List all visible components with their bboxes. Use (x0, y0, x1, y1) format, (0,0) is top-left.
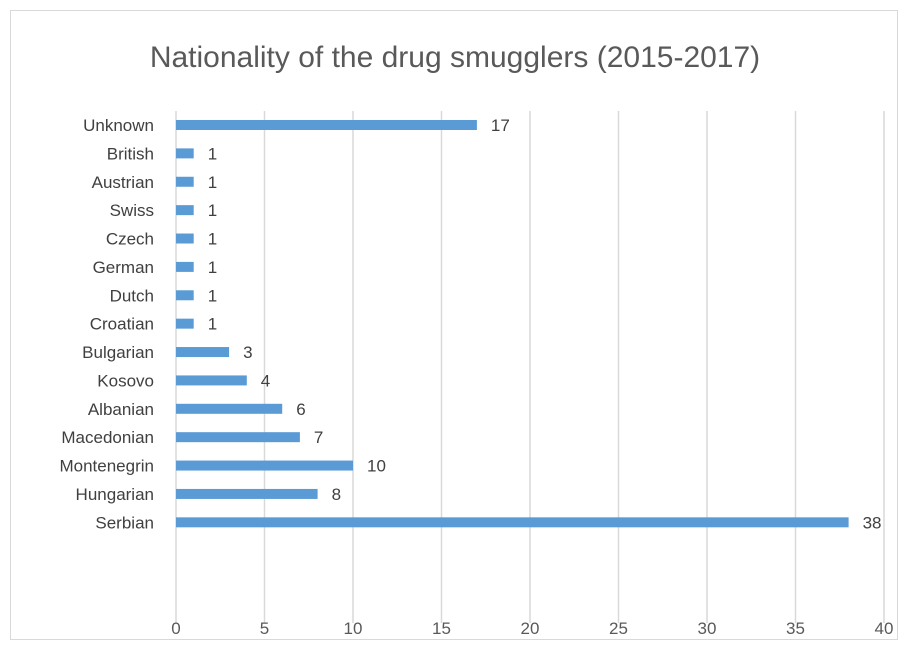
bar-austrian (176, 176, 194, 187)
data-label-swiss: 1 (208, 201, 217, 220)
x-tick-label-20: 20 (521, 619, 540, 638)
x-tick-label-25: 25 (609, 619, 628, 638)
data-label-serbian: 38 (863, 513, 882, 532)
category-label-hungarian: Hungarian (76, 485, 154, 504)
bar-bulgarian (176, 347, 230, 358)
bar-british (176, 148, 194, 159)
category-label-austrian: Austrian (92, 173, 154, 192)
category-label-montenegrin: Montenegrin (59, 457, 154, 476)
data-label-dutch: 1 (208, 286, 217, 305)
gridlines (175, 111, 885, 623)
bar-kosovo (176, 375, 247, 386)
data-label-czech: 1 (208, 230, 217, 249)
category-label-swiss: Swiss (110, 201, 154, 220)
x-axis-ticks: 0 5 10 15 20 25 30 35 40 (171, 619, 893, 638)
bars (176, 120, 849, 528)
category-label-croatian: Croatian (90, 315, 154, 334)
category-label-macedonian: Macedonian (61, 428, 154, 447)
data-label-german: 1 (208, 258, 217, 277)
bar-serbian (176, 517, 849, 528)
data-label-bulgarian: 3 (243, 343, 252, 362)
x-tick-label-5: 5 (260, 619, 269, 638)
data-labels: 17 1 1 1 1 1 1 1 34 67 10 8 38 (208, 116, 882, 532)
bar-czech (176, 233, 194, 244)
category-label-unknown: Unknown (83, 116, 154, 135)
category-label-bulgarian: Bulgarian (82, 343, 154, 362)
bar-german (176, 261, 194, 272)
category-label-serbian: Serbian (95, 513, 154, 532)
chart-title: Nationality of the drug smugglers (2015-… (149, 41, 761, 74)
chart-plot: Unknown British Austrian Swiss Czech German Du… (59, 111, 893, 638)
category-label-albanian: Albanian (88, 400, 154, 419)
category-label-czech: Czech (106, 230, 154, 249)
data-label-hungarian: 8 (332, 485, 341, 504)
bar-montenegrin (176, 460, 353, 471)
x-tick-label-10: 10 (344, 619, 363, 638)
category-label-british: British (107, 144, 154, 163)
chart-frame: Nationality of the drug smugglers (2015-… (10, 10, 898, 640)
data-label-macedonian: 7 (314, 428, 323, 447)
data-label-austrian: 1 (208, 173, 217, 192)
bar-hungarian (176, 488, 318, 499)
bar-albanian (176, 403, 283, 414)
x-tick-label-40: 40 (875, 619, 894, 638)
x-tick-label-30: 30 (698, 619, 717, 638)
category-labels: Unknown British Austrian Swiss Czech German Du… (59, 116, 154, 532)
data-label-croatian: 1 (208, 315, 217, 334)
data-label-british: 1 (208, 144, 217, 163)
x-tick-label-35: 35 (786, 619, 805, 638)
bar-macedonian (176, 432, 300, 443)
data-label-montenegrin: 10 (367, 457, 386, 476)
x-tick-label-0: 0 (171, 619, 180, 638)
category-label-dutch: Dutch (110, 286, 154, 305)
bar-swiss (176, 205, 194, 216)
bar-unknown (176, 120, 477, 130)
data-label-kosovo: 4 (261, 371, 270, 390)
data-label-unknown: 17 (491, 116, 510, 135)
data-label-albanian: 6 (296, 400, 305, 419)
category-label-german: German (93, 258, 154, 277)
x-tick-label-15: 15 (432, 619, 451, 638)
bar-croatian (176, 318, 194, 329)
category-label-kosovo: Kosovo (97, 371, 154, 390)
bar-dutch (176, 290, 194, 301)
